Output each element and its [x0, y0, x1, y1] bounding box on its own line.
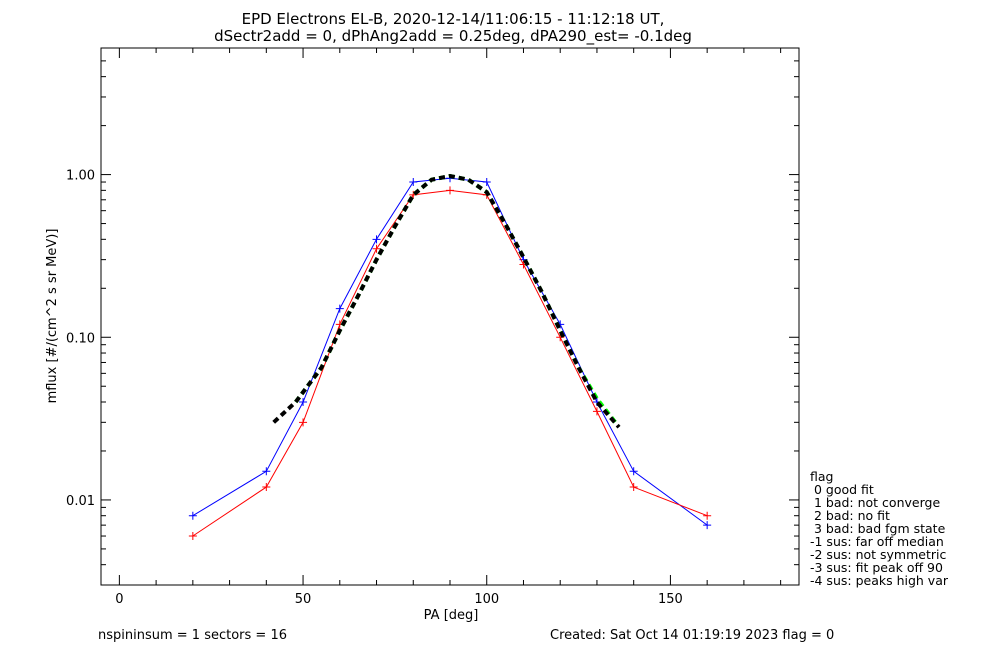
red-data-point: [703, 511, 712, 520]
flag-legend: flag 0 good fit 1 bad: not converge 2 ba…: [810, 469, 949, 588]
blue-data-point: [188, 511, 197, 520]
footer-right: Created: Sat Oct 14 01:19:19 2023 flag =…: [550, 628, 834, 643]
axes-layer: 0 50 100 150 0.01 0.10 1.00: [66, 47, 799, 607]
blue-data-point: [409, 178, 418, 187]
y-tick-label: 0.01: [66, 494, 95, 509]
plot-frame: [100, 47, 800, 586]
blue-data-point: [262, 467, 271, 476]
y-tick-label: 0.10: [66, 331, 95, 346]
x-tick-label: 0: [115, 592, 123, 607]
blue-data-point: [335, 304, 344, 313]
x-tick-label: 100: [474, 592, 499, 607]
legend-entry: -2 sus: not symmetric: [810, 547, 946, 562]
legend-entry: -1 sus: far off median: [810, 534, 944, 549]
x-tick-label: 150: [658, 592, 683, 607]
blue-series-line: [192, 177, 708, 526]
x-axis-label: PA [deg]: [424, 608, 479, 623]
title-line-1: EPD Electrons EL-B, 2020-12-14/11:06:15 …: [242, 10, 665, 28]
legend-entry: 2 bad: no fit: [810, 508, 890, 523]
red-series-line: [192, 189, 708, 537]
legend-entry: 0 good fit: [810, 482, 874, 497]
legend-entry: 1 bad: not converge: [810, 495, 940, 510]
red-data-point: [446, 186, 454, 195]
red-data-point: [629, 483, 638, 492]
blue-data-point: [482, 178, 491, 187]
blue-data-point: [299, 397, 308, 406]
green-series-line: [294, 173, 617, 424]
data-layer: [188, 173, 712, 541]
legend-entry: -3 sus: fit peak off 90: [810, 560, 943, 575]
y-tick-label: 1.00: [66, 169, 95, 184]
red-data-point: [188, 532, 197, 541]
blue-data-point: [372, 235, 381, 244]
blue-data-point: [629, 467, 638, 476]
legend-heading: flag: [810, 469, 833, 484]
legend-entry: -4 sus: peaks high var: [810, 573, 949, 588]
red-data-point: [592, 407, 601, 416]
red-data-point: [299, 418, 308, 427]
red-data-point: [372, 244, 381, 253]
legend-entry: 3 bad: bad fgm state: [810, 521, 946, 536]
title-line-2: dSectr2add = 0, dPhAng2add = 0.25deg, dP…: [214, 27, 692, 46]
blue-data-point: [703, 521, 712, 530]
x-tick-label: 50: [295, 592, 312, 607]
footer-left: nspininsum = 1 sectors = 16: [98, 628, 287, 643]
red-data-point: [262, 483, 271, 492]
y-axis-label: mflux [#/(cm^2 s sr MeV)]: [45, 229, 60, 404]
black-series-line: [272, 173, 621, 429]
